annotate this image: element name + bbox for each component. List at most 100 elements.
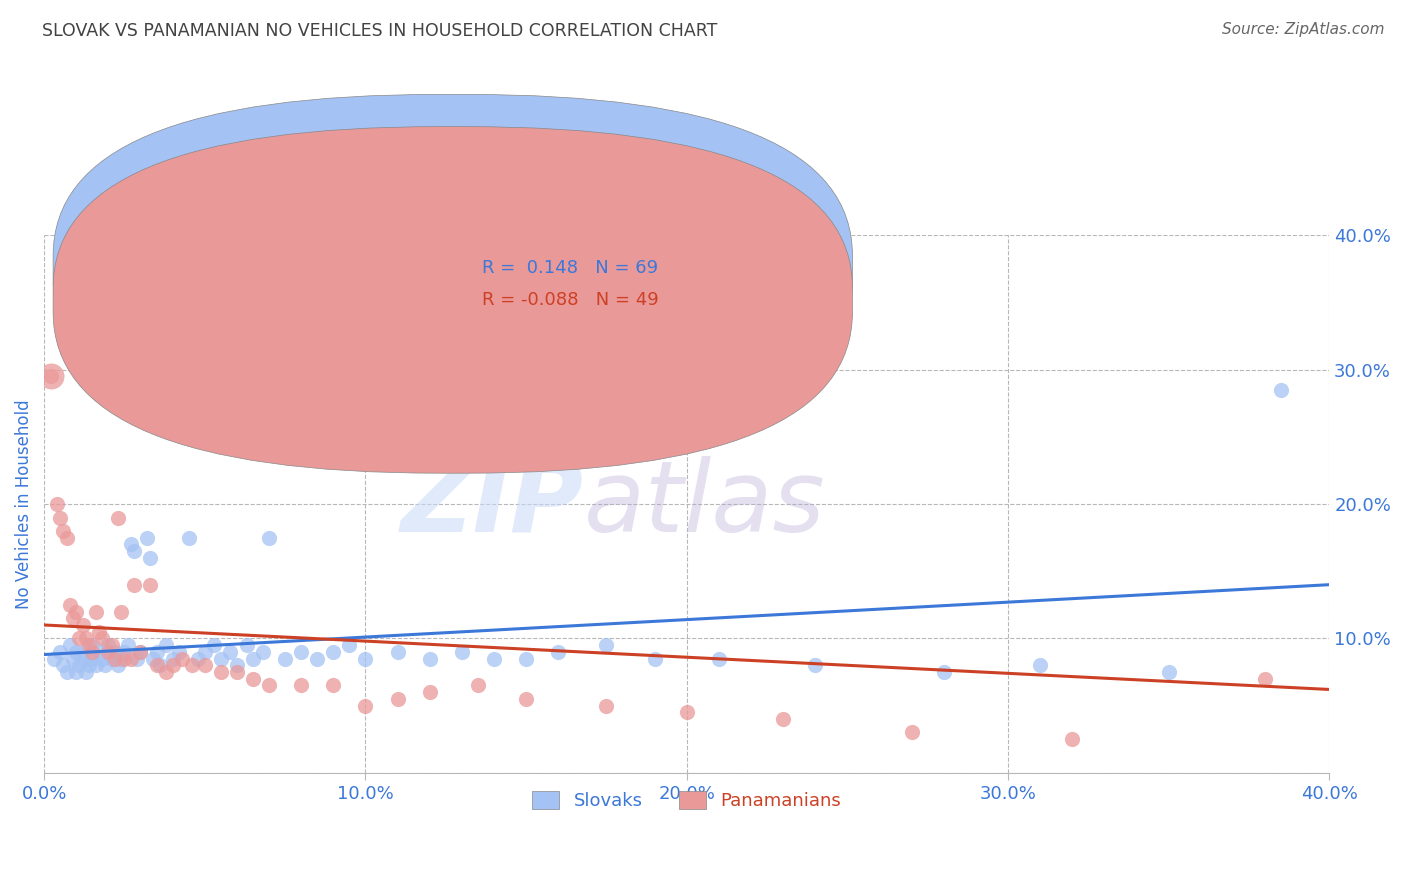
Point bbox=[42, 651, 65, 665]
Point bbox=[122, 577, 145, 591]
Point bbox=[337, 638, 360, 652]
Point bbox=[1062, 732, 1084, 747]
Point bbox=[242, 672, 264, 686]
Point bbox=[75, 632, 97, 646]
Point bbox=[97, 645, 120, 659]
Point bbox=[114, 651, 136, 665]
Point bbox=[482, 651, 505, 665]
Point bbox=[127, 651, 149, 665]
Point bbox=[209, 651, 232, 665]
Point bbox=[49, 645, 72, 659]
Point bbox=[675, 706, 697, 720]
Point bbox=[114, 645, 136, 659]
Point bbox=[387, 691, 409, 706]
Point bbox=[322, 678, 344, 692]
Point bbox=[900, 725, 922, 739]
FancyBboxPatch shape bbox=[53, 95, 852, 441]
Point bbox=[155, 638, 177, 652]
Point bbox=[110, 651, 132, 665]
Point bbox=[65, 645, 87, 659]
Point bbox=[290, 678, 312, 692]
Point bbox=[97, 638, 120, 652]
Point bbox=[167, 645, 190, 659]
Point bbox=[467, 678, 489, 692]
Point bbox=[104, 651, 127, 665]
Text: R = -0.088   N = 49: R = -0.088 N = 49 bbox=[482, 291, 659, 309]
Point bbox=[419, 685, 441, 699]
Point bbox=[69, 632, 91, 646]
Point bbox=[94, 658, 117, 673]
Point bbox=[59, 598, 82, 612]
Point bbox=[87, 624, 110, 639]
Point bbox=[450, 645, 472, 659]
Point bbox=[135, 531, 157, 545]
Point bbox=[1254, 672, 1277, 686]
Point bbox=[91, 651, 114, 665]
Point bbox=[1157, 665, 1180, 679]
Point bbox=[100, 638, 122, 652]
Point bbox=[104, 645, 127, 659]
Point bbox=[46, 497, 69, 511]
Point bbox=[257, 678, 280, 692]
Point bbox=[75, 665, 97, 679]
Point bbox=[77, 658, 100, 673]
Point bbox=[252, 645, 274, 659]
Point bbox=[547, 645, 569, 659]
Point bbox=[145, 645, 167, 659]
Point bbox=[225, 665, 247, 679]
Point bbox=[55, 665, 77, 679]
Point bbox=[87, 645, 110, 659]
Point bbox=[91, 632, 114, 646]
Point bbox=[120, 537, 142, 551]
Y-axis label: No Vehicles in Household: No Vehicles in Household bbox=[15, 400, 32, 609]
Point bbox=[225, 658, 247, 673]
Point bbox=[180, 658, 202, 673]
Point bbox=[139, 577, 162, 591]
Point bbox=[110, 605, 132, 619]
Point bbox=[172, 651, 194, 665]
Point bbox=[55, 531, 77, 545]
Point bbox=[162, 651, 184, 665]
Point bbox=[155, 665, 177, 679]
Point bbox=[162, 658, 184, 673]
Point bbox=[595, 698, 617, 713]
Point bbox=[39, 369, 62, 384]
Text: R =  0.148   N = 69: R = 0.148 N = 69 bbox=[482, 259, 658, 277]
Text: Source: ZipAtlas.com: Source: ZipAtlas.com bbox=[1222, 22, 1385, 37]
Point bbox=[65, 605, 87, 619]
Point bbox=[69, 658, 91, 673]
Point bbox=[177, 531, 200, 545]
Point bbox=[52, 658, 75, 673]
Point bbox=[804, 658, 827, 673]
Point bbox=[307, 651, 329, 665]
Point bbox=[62, 651, 84, 665]
Point bbox=[644, 651, 666, 665]
Point bbox=[219, 645, 242, 659]
Point bbox=[595, 638, 617, 652]
Point bbox=[39, 369, 62, 384]
Point bbox=[72, 618, 94, 632]
Point bbox=[120, 651, 142, 665]
Point bbox=[139, 550, 162, 565]
Point bbox=[354, 698, 377, 713]
Point bbox=[274, 651, 297, 665]
Point bbox=[100, 651, 122, 665]
Point bbox=[72, 651, 94, 665]
Point bbox=[49, 510, 72, 524]
Point bbox=[772, 712, 794, 726]
Point bbox=[707, 651, 730, 665]
Point bbox=[257, 531, 280, 545]
Point bbox=[142, 651, 165, 665]
Point bbox=[84, 658, 107, 673]
Point bbox=[122, 544, 145, 558]
FancyBboxPatch shape bbox=[411, 246, 790, 324]
Point bbox=[62, 611, 84, 625]
Point bbox=[72, 645, 94, 659]
FancyBboxPatch shape bbox=[53, 127, 852, 473]
Point bbox=[77, 638, 100, 652]
Point bbox=[187, 651, 209, 665]
Point bbox=[290, 645, 312, 659]
Point bbox=[235, 638, 257, 652]
Point bbox=[145, 658, 167, 673]
Point bbox=[194, 645, 217, 659]
